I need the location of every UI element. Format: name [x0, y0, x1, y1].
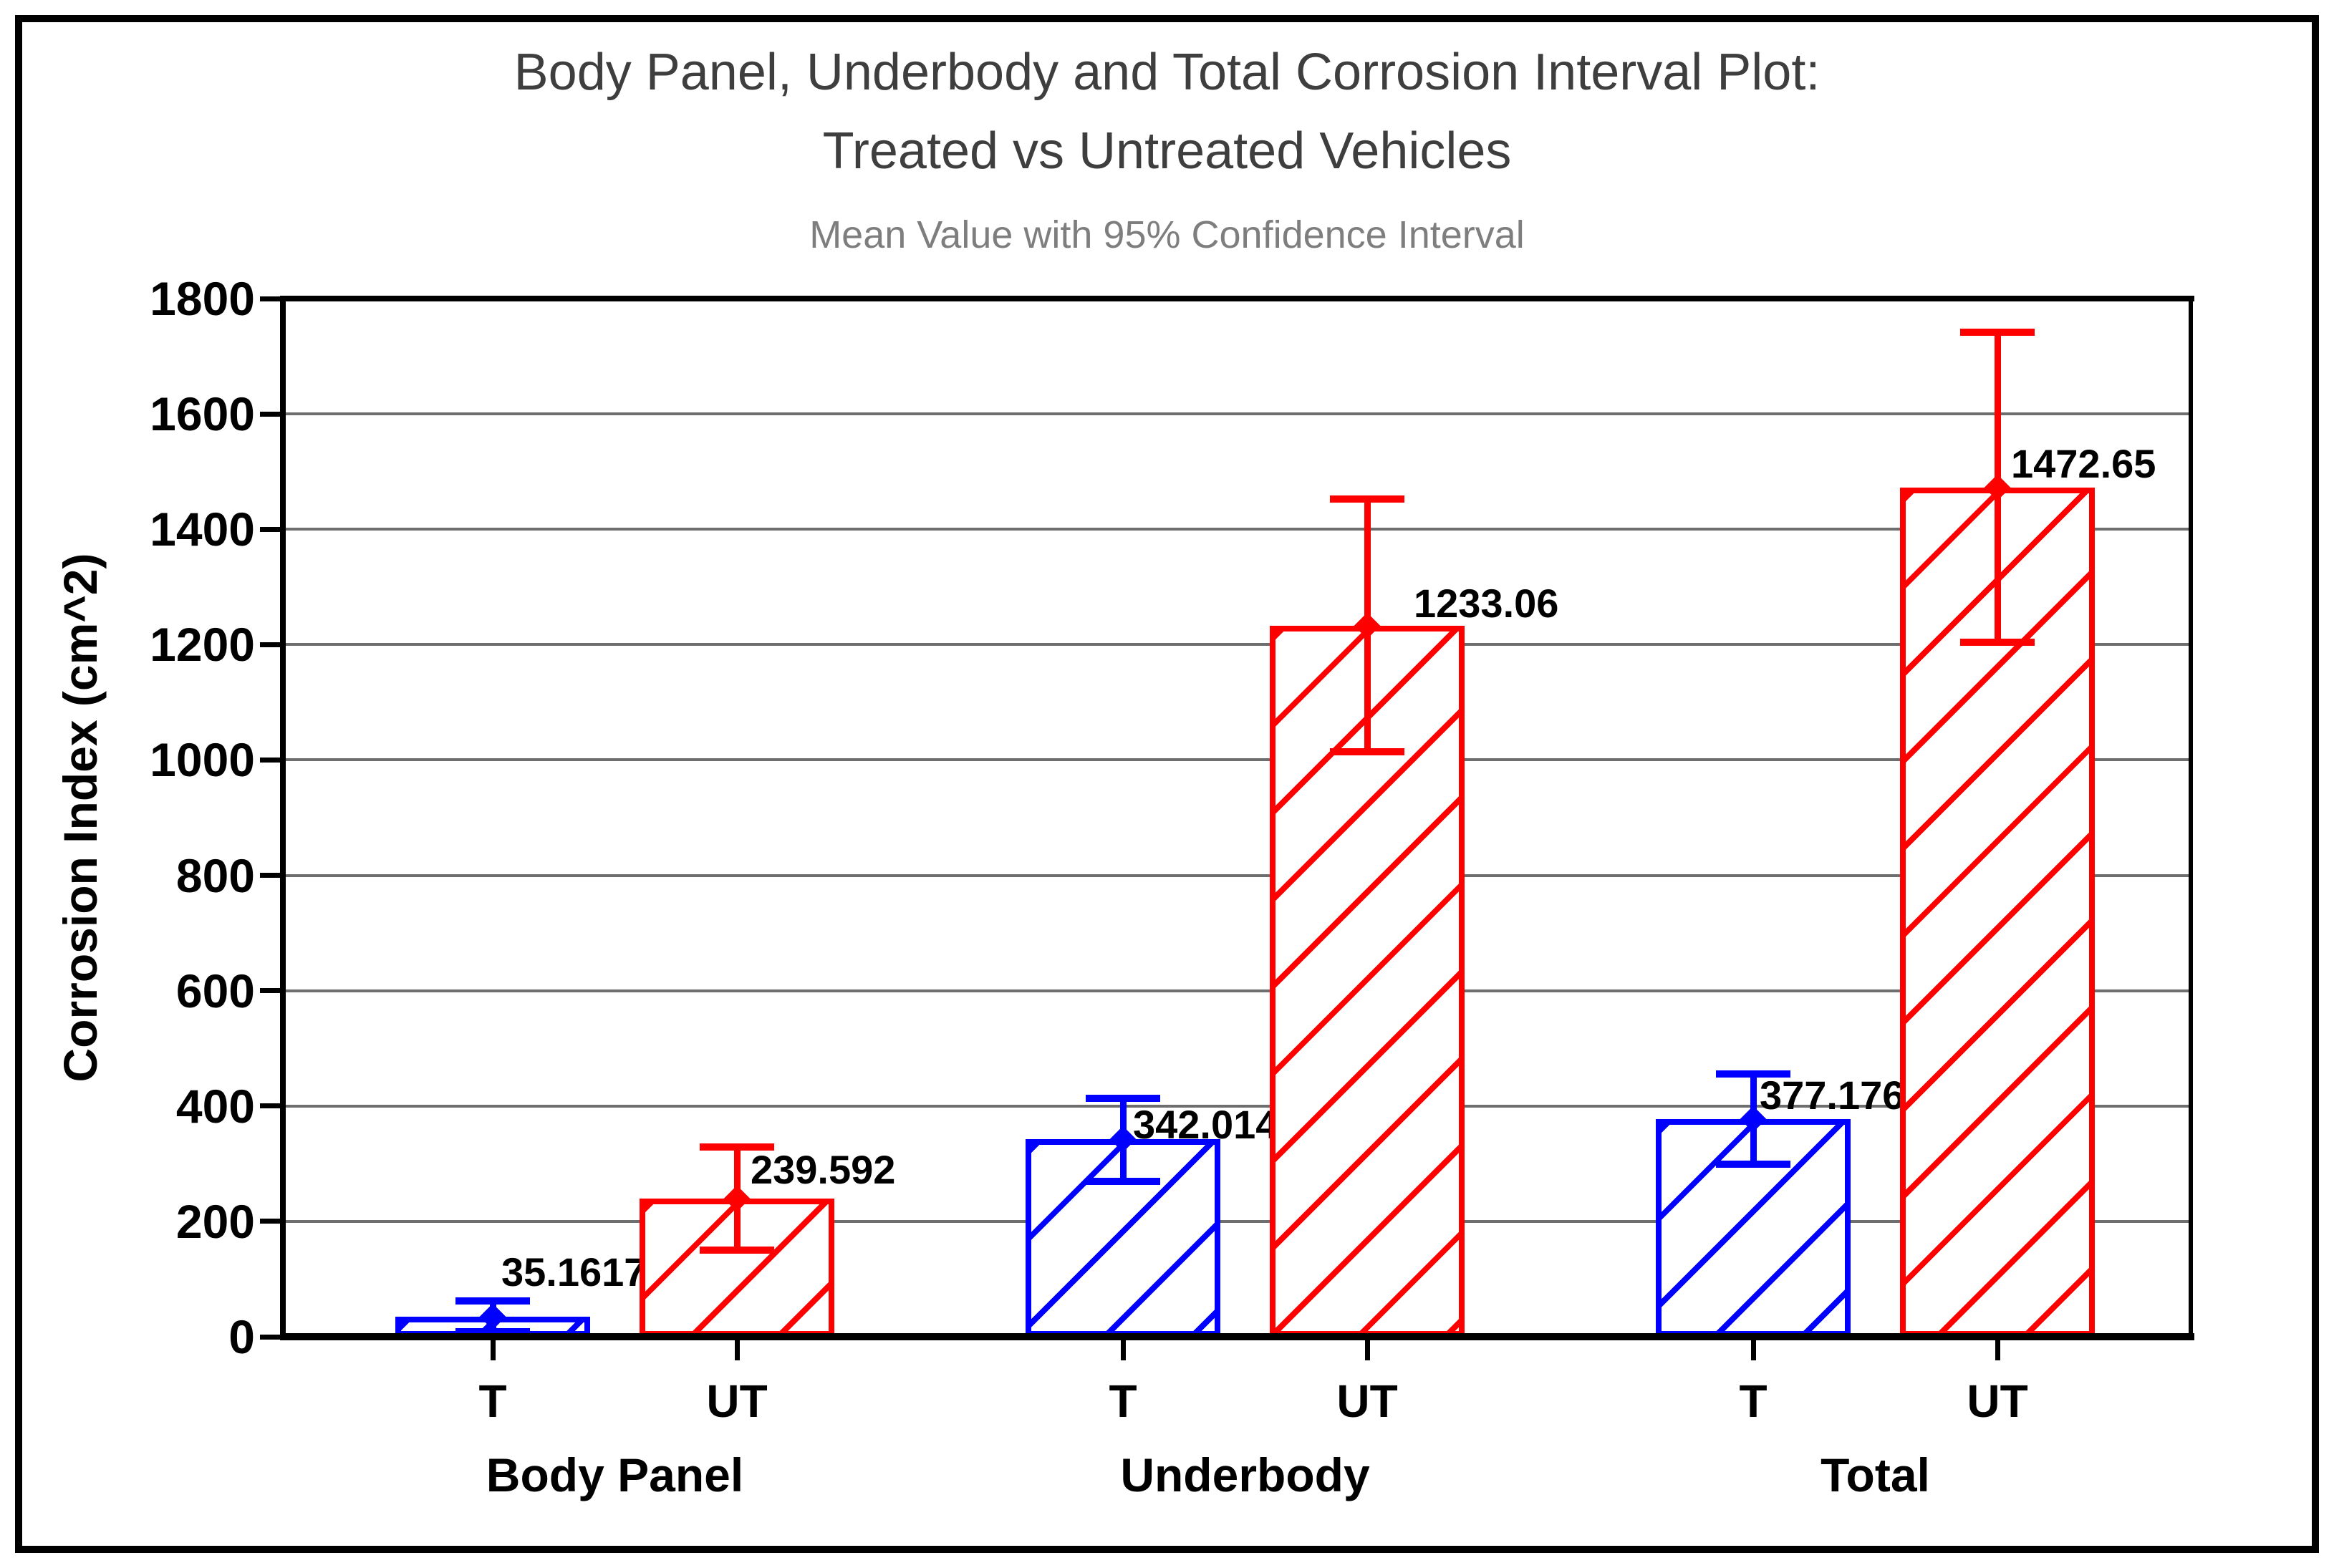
x-tick-label: T [478, 1375, 507, 1427]
x-tick-mark [1120, 1340, 1126, 1360]
y-gridline [286, 412, 2189, 416]
y-tick-mark [260, 988, 280, 994]
y-tick-mark [260, 296, 280, 301]
y-tick-label: 600 [175, 964, 255, 1017]
bar-untreated [1900, 487, 2095, 1337]
group-label: Total [1821, 1448, 1930, 1501]
y-tick-mark [260, 873, 280, 879]
x-tick-mark [1995, 1340, 2000, 1360]
y-gridline [286, 873, 2189, 877]
y-gridline [286, 1219, 2189, 1223]
y-tick-label: 0 [228, 1310, 255, 1363]
chart-title-line1: Body Panel, Underbody and Total Corrosio… [513, 44, 1821, 101]
y-tick-mark [260, 642, 280, 647]
y-axis-title: Corrosion Index (cm^2) [54, 553, 107, 1083]
mean-value-label: 377.176 [1760, 1073, 1905, 1118]
error-bar-cap-upper [1330, 495, 1404, 503]
outer-border [15, 15, 2319, 1553]
y-axis-line [280, 296, 286, 1340]
y-tick-label: 400 [175, 1079, 255, 1133]
x-tick-mark [734, 1340, 740, 1360]
error-bar-cap-lower [1960, 639, 2035, 647]
y-tick-label: 1800 [150, 272, 255, 325]
plot-frame-top [280, 296, 2194, 301]
y-tick-mark [260, 1334, 280, 1340]
y-tick-label: 1000 [150, 733, 255, 787]
y-tick-mark [260, 411, 280, 417]
group-label: Body Panel [486, 1448, 744, 1501]
y-tick-mark [260, 1219, 280, 1224]
error-bar-cap-lower [1330, 748, 1404, 756]
x-tick-mark [490, 1340, 496, 1360]
x-tick-mark [1364, 1340, 1370, 1360]
plot-frame-right [2189, 296, 2193, 1340]
y-gridline [286, 528, 2189, 531]
y-tick-mark [260, 526, 280, 532]
chart-title-line2: Treated vs Untreated Vehicles [822, 122, 1512, 180]
mean-value-label: 342.014 [1133, 1102, 1278, 1148]
y-gridline [286, 989, 2189, 992]
x-tick-label: T [1109, 1375, 1137, 1427]
x-tick-label: T [1739, 1375, 1768, 1427]
y-tick-label: 1600 [150, 387, 255, 441]
group-label: Underbody [1120, 1448, 1370, 1501]
y-tick-label: 1400 [150, 503, 255, 556]
error-bar-cap-upper [455, 1297, 530, 1305]
error-bar-cap-lower [1716, 1161, 1790, 1168]
x-tick-label: UT [706, 1375, 768, 1427]
y-tick-label: 1200 [150, 618, 255, 672]
error-bar-cap-lower [700, 1247, 774, 1254]
mean-value-label: 1472.65 [2011, 440, 2156, 486]
mean-value-label: 35.1617 [501, 1249, 647, 1294]
x-tick-mark [1750, 1340, 1756, 1360]
mean-value-label: 1233.06 [1414, 580, 1559, 626]
x-tick-label: UT [1336, 1375, 1398, 1427]
y-tick-mark [260, 757, 280, 763]
y-gridline [286, 1104, 2189, 1108]
x-tick-label: UT [1967, 1375, 2028, 1427]
y-gridline [286, 758, 2189, 762]
error-bar-cap-upper [1960, 329, 2035, 337]
error-bar-cap-lower [1086, 1177, 1160, 1185]
chart-subtitle: Mean Value with 95% Confidence Interval [809, 213, 1525, 256]
x-axis-line [280, 1333, 2194, 1340]
error-bar-cap-lower [455, 1328, 530, 1336]
y-gridline [286, 643, 2189, 647]
error-bar-cap-upper [1716, 1070, 1790, 1078]
y-tick-label: 800 [175, 848, 255, 902]
error-bar-cap-upper [700, 1143, 774, 1151]
error-bar-cap-upper [1086, 1094, 1160, 1102]
mean-value-label: 239.592 [751, 1146, 896, 1192]
bar-untreated [1270, 625, 1465, 1337]
y-tick-label: 200 [175, 1194, 255, 1248]
y-tick-mark [260, 1103, 280, 1109]
